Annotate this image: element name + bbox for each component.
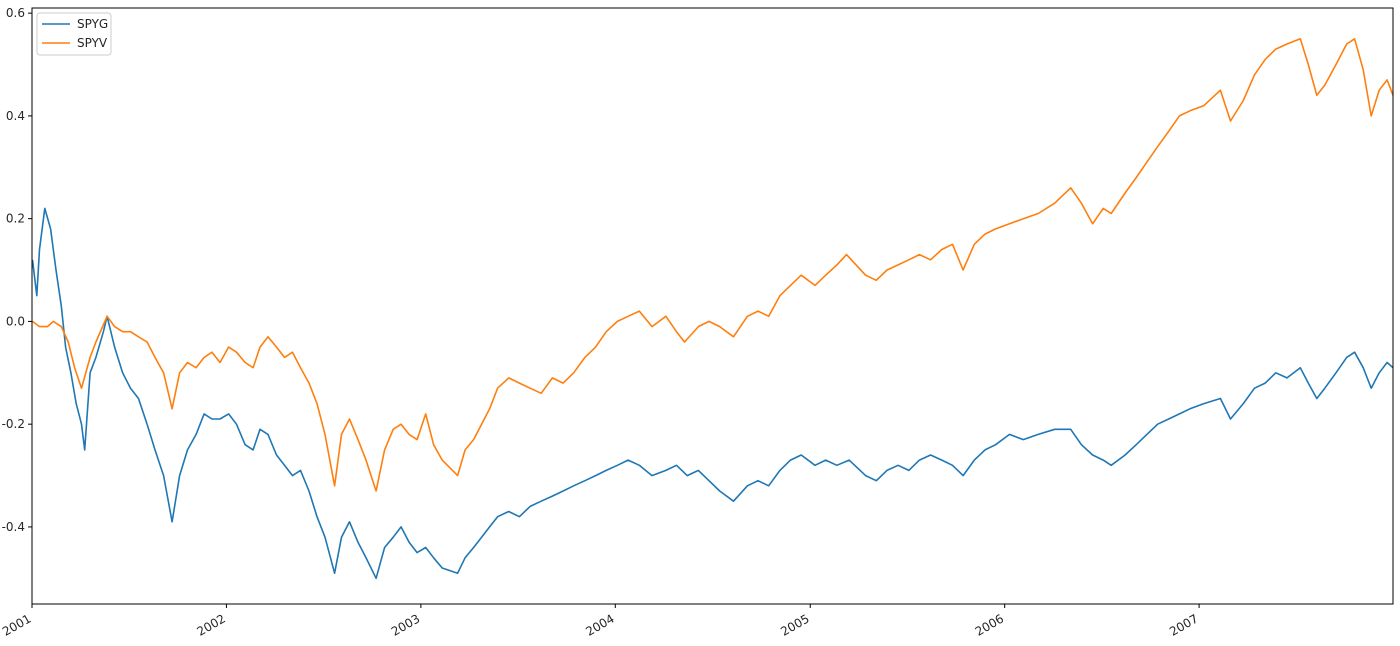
x-tick-label: 2005 <box>778 611 811 638</box>
y-tick-label: 0.4 <box>6 109 25 123</box>
plot-area <box>32 8 1393 604</box>
y-tick-label: -0.2 <box>2 417 25 431</box>
y-tick-label: 0.0 <box>6 314 25 328</box>
x-tick-label: 2001 <box>0 611 33 638</box>
x-tick-label: 2006 <box>973 611 1006 638</box>
x-tick-label: 2007 <box>1167 611 1200 638</box>
x-tick-label: 2004 <box>583 611 616 638</box>
x-axis: 2001 2002 2003 2004 2005 2006 2007 <box>0 604 1201 639</box>
y-axis: 0.6 0.4 0.2 0.0 -0.2 -0.4 <box>2 6 32 534</box>
y-tick-label: -0.4 <box>2 520 25 534</box>
series-line-spyv <box>32 38 1394 492</box>
y-tick-label: 0.2 <box>6 212 25 226</box>
series-layer <box>31 38 1394 580</box>
legend-label-spyg: SPYG <box>77 17 108 31</box>
plot-frame <box>31 7 1394 605</box>
series-line-spyg <box>31 207 1394 580</box>
x-tick-label: 2003 <box>389 611 422 638</box>
x-tick-label: 2002 <box>194 611 227 638</box>
y-tick-label: 0.6 <box>6 6 25 20</box>
legend-label-spyv: SPYV <box>77 36 108 50</box>
legend: SPYG SPYV <box>36 12 112 56</box>
